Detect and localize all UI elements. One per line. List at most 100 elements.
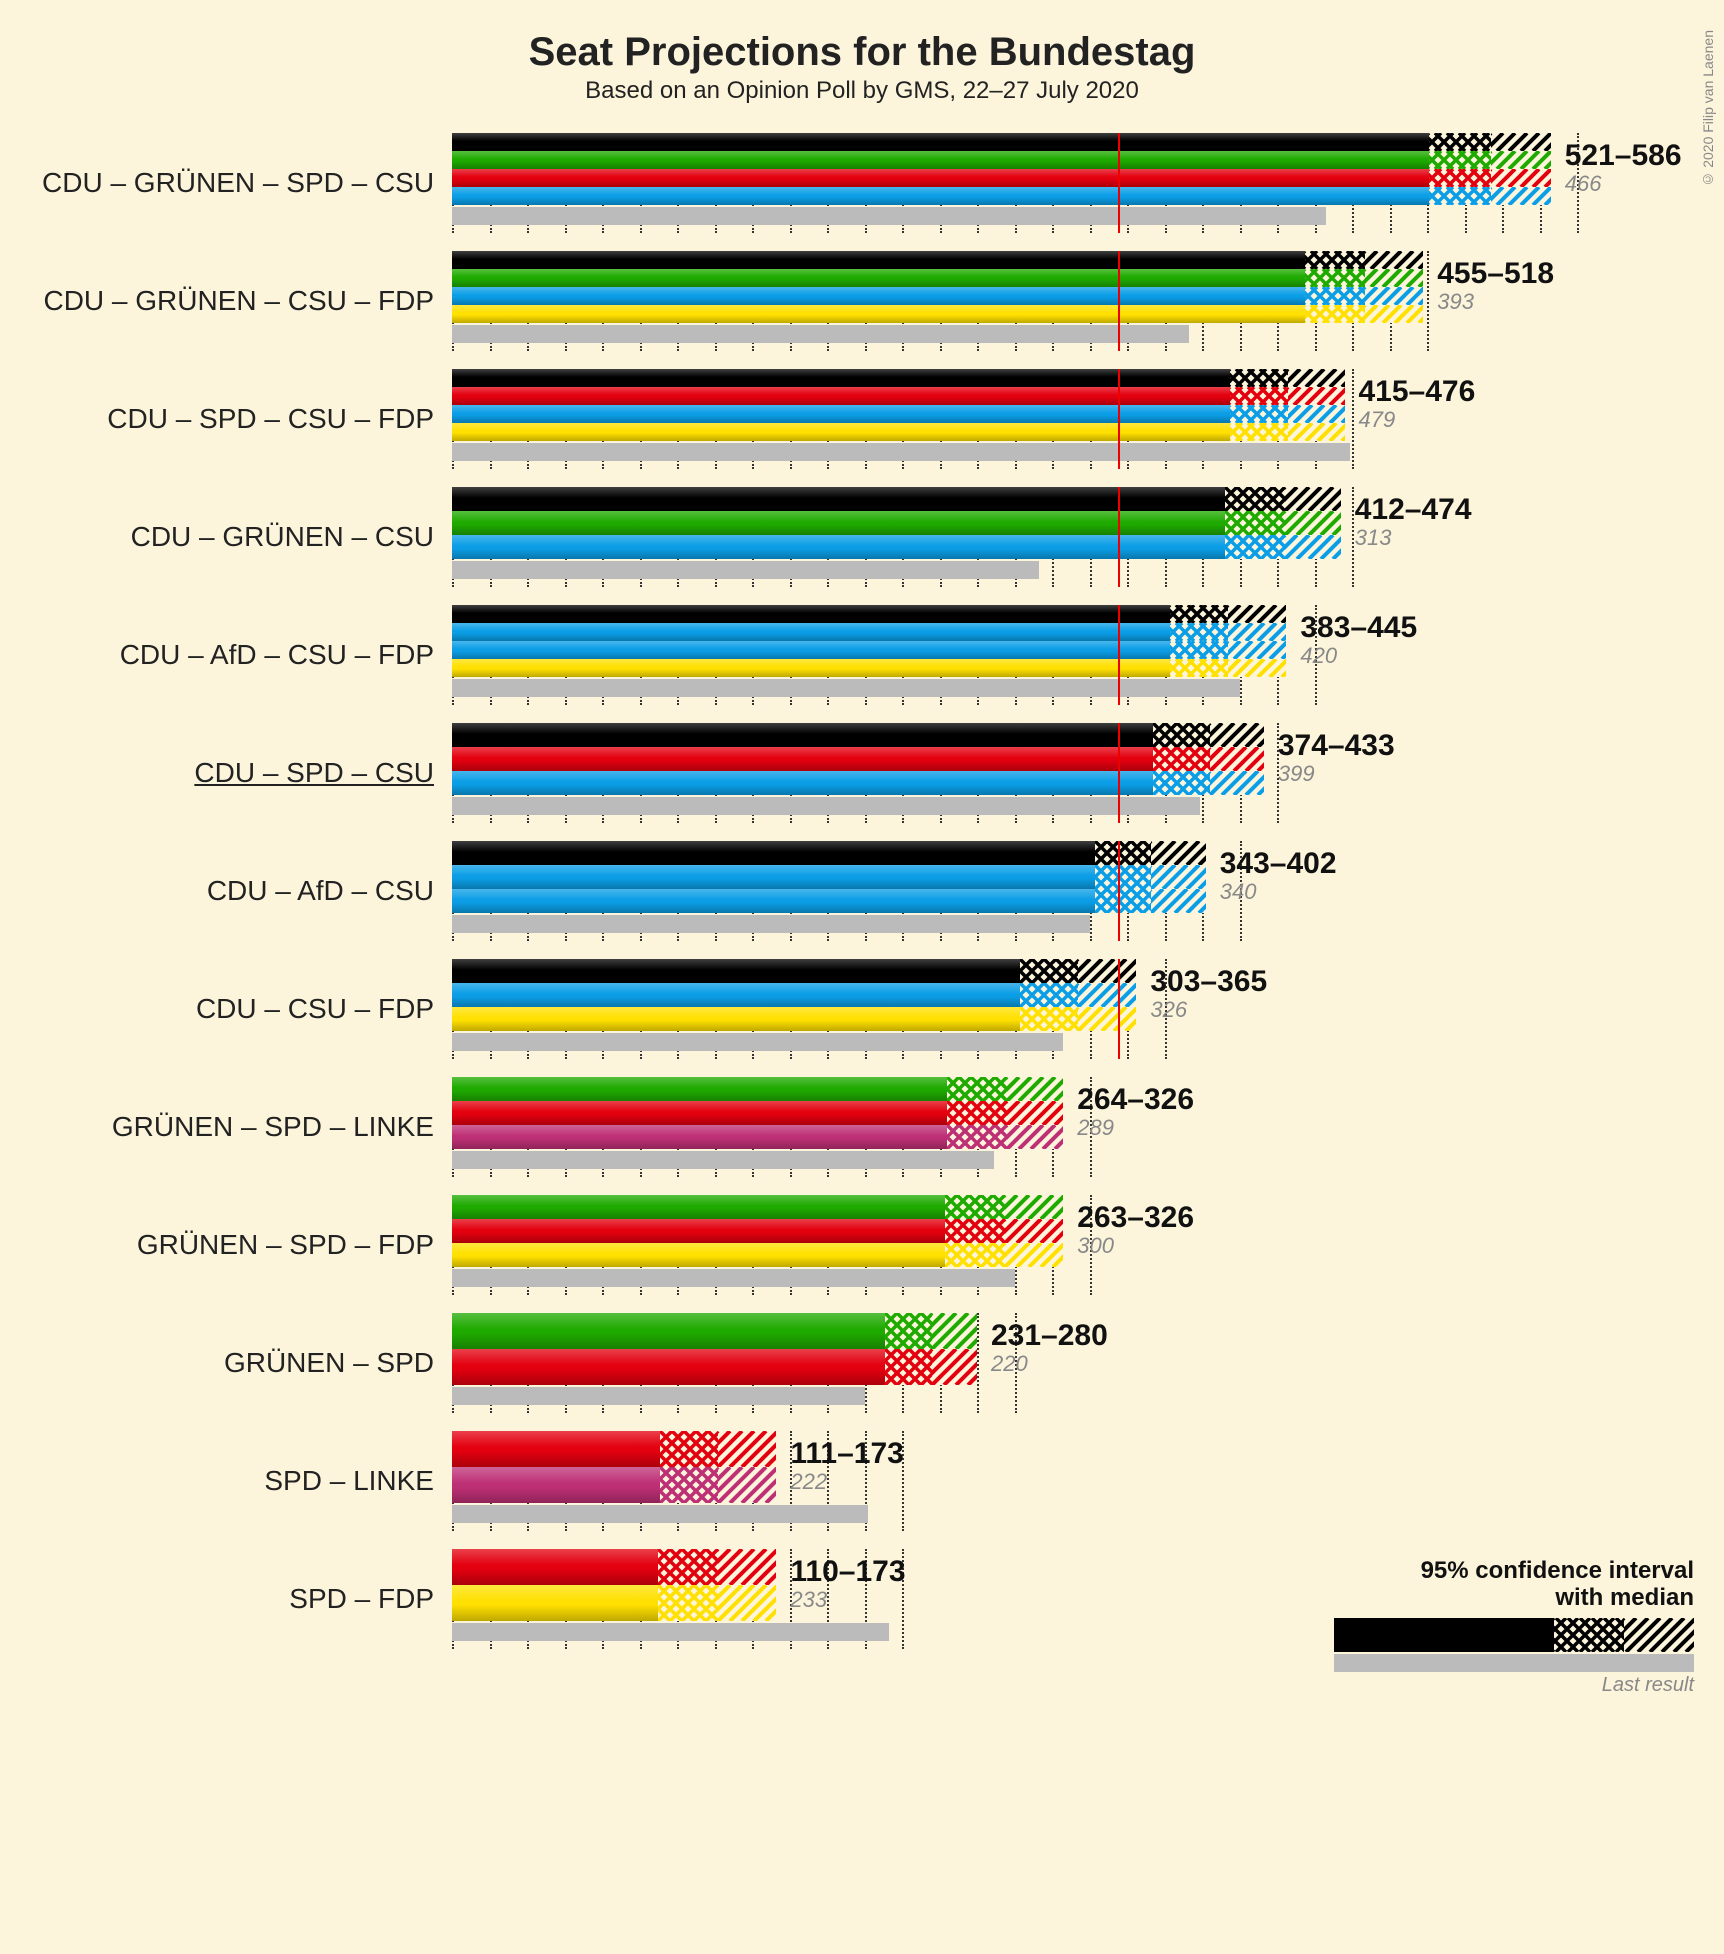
- prev-label: 326: [1150, 997, 1267, 1023]
- range-label: 264–326: [1077, 1083, 1194, 1117]
- party-bar: [452, 1243, 1063, 1267]
- coalition-label: CDU – AfD – CSU: [42, 875, 452, 907]
- range-label: 412–474: [1355, 493, 1472, 527]
- party-bar: [452, 511, 1341, 535]
- party-bar: [452, 723, 1264, 747]
- prev-label: 393: [1437, 289, 1554, 315]
- coalition-label: CDU – GRÜNEN – CSU – FDP: [42, 285, 452, 317]
- party-bar: [452, 1467, 776, 1503]
- prev-label: 340: [1220, 879, 1337, 905]
- coalition-label: GRÜNEN – SPD – FDP: [42, 1229, 452, 1261]
- party-bar: [452, 151, 1551, 169]
- coalition-label: CDU – GRÜNEN – CSU: [42, 521, 452, 553]
- coalition-label: CDU – GRÜNEN – SPD – CSU: [42, 167, 452, 199]
- coalition-bars: [452, 1313, 977, 1385]
- last-result-bar: [452, 1033, 1063, 1051]
- prev-label: 399: [1278, 761, 1395, 787]
- party-bar: [452, 865, 1206, 889]
- party-bar: [452, 305, 1423, 323]
- legend-bar: [1334, 1618, 1694, 1652]
- prev-label: 300: [1077, 1233, 1194, 1259]
- coalition-bars: [452, 1077, 1063, 1149]
- value-labels: 412–474313: [1355, 493, 1472, 551]
- bar-area: 231–280220: [452, 1313, 1652, 1413]
- coalition-bars: [452, 605, 1286, 677]
- coalition-row: CDU – SPD – CSU374–433399: [42, 723, 1682, 823]
- party-bar: [452, 1125, 1063, 1149]
- coalition-bars: [452, 1549, 776, 1621]
- bar-area: 521–586466: [452, 133, 1652, 233]
- last-result-bar: [452, 1269, 1015, 1287]
- legend-title: 95% confidence interval with median: [1314, 1557, 1694, 1612]
- party-bar: [452, 623, 1286, 641]
- range-label: 231–280: [991, 1319, 1108, 1353]
- party-bar: [452, 983, 1136, 1007]
- party-bar: [452, 487, 1341, 511]
- value-labels: 374–433399: [1278, 729, 1395, 787]
- coalition-row: CDU – AfD – CSU – FDP 383–445420: [42, 605, 1682, 705]
- coalition-label: CDU – AfD – CSU – FDP: [42, 639, 452, 671]
- range-label: 303–365: [1150, 965, 1267, 999]
- coalition-bars: [452, 369, 1345, 441]
- coalition-row: CDU – GRÜNEN – SPD – CSU521–586466: [42, 133, 1682, 233]
- last-result-bar: [452, 1505, 868, 1523]
- majority-line: [1118, 369, 1120, 469]
- bar-area: 412–474313: [452, 487, 1652, 587]
- range-label: 263–326: [1077, 1201, 1194, 1235]
- majority-line: [1118, 959, 1120, 1059]
- prev-label: 289: [1077, 1115, 1194, 1141]
- last-result-bar: [452, 443, 1350, 461]
- coalition-label: GRÜNEN – SPD – LINKE: [42, 1111, 452, 1143]
- bar-area: 343–402340: [452, 841, 1652, 941]
- range-label: 521–586: [1565, 139, 1682, 173]
- chart-subtitle: Based on an Opinion Poll by GMS, 22–27 J…: [40, 77, 1684, 105]
- value-labels: 110–173233: [790, 1555, 905, 1613]
- coalition-bars: [452, 841, 1206, 913]
- coalition-row: GRÜNEN – SPD – LINKE 264–326289: [42, 1077, 1682, 1177]
- party-bar: [452, 269, 1423, 287]
- bar-area: 415–476479: [452, 369, 1652, 469]
- last-result-bar: [452, 1151, 994, 1169]
- majority-line: [1118, 605, 1120, 705]
- value-labels: 263–326300: [1077, 1201, 1194, 1259]
- party-bar: [452, 605, 1286, 623]
- coalition-label: CDU – SPD – CSU – FDP: [42, 403, 452, 435]
- last-result-bar: [452, 561, 1039, 579]
- majority-line: [1118, 251, 1120, 351]
- majority-line: [1118, 723, 1120, 823]
- party-bar: [452, 1349, 977, 1385]
- last-result-bar: [452, 325, 1189, 343]
- value-labels: 383–445420: [1300, 611, 1417, 669]
- party-bar: [452, 1077, 1063, 1101]
- last-result-bar: [452, 679, 1240, 697]
- legend-title-line1: 95% confidence interval: [1421, 1557, 1694, 1584]
- coalition-label: CDU – CSU – FDP: [42, 993, 452, 1025]
- coalition-row: CDU – GRÜNEN – CSU – FDP455–518393: [42, 251, 1682, 351]
- value-labels: 343–402340: [1220, 847, 1337, 905]
- coalition-bars: [452, 723, 1264, 795]
- majority-line: [1118, 487, 1120, 587]
- party-bar: [452, 659, 1286, 677]
- bar-area: 374–433399: [452, 723, 1652, 823]
- coalition-label: GRÜNEN – SPD: [42, 1347, 452, 1379]
- prev-label: 313: [1355, 525, 1472, 551]
- bar-area: 383–445420: [452, 605, 1652, 705]
- last-result-bar: [452, 1387, 865, 1405]
- coalition-bars: [452, 133, 1551, 205]
- value-labels: 231–280220: [991, 1319, 1108, 1377]
- party-bar: [452, 959, 1136, 983]
- last-result-bar: [452, 207, 1326, 225]
- party-bar: [452, 187, 1551, 205]
- last-result-bar: [452, 797, 1200, 815]
- party-bar: [452, 535, 1341, 559]
- value-labels: 415–476479: [1359, 375, 1476, 433]
- range-label: 415–476: [1359, 375, 1476, 409]
- party-bar: [452, 169, 1551, 187]
- coalition-bars: [452, 487, 1341, 559]
- party-bar: [452, 423, 1345, 441]
- party-bar: [452, 1219, 1063, 1243]
- last-result-bar: [452, 915, 1090, 933]
- coalition-row: GRÜNEN – SPD – FDP 263–326300: [42, 1195, 1682, 1295]
- value-labels: 303–365326: [1150, 965, 1267, 1023]
- majority-line: [1118, 133, 1120, 233]
